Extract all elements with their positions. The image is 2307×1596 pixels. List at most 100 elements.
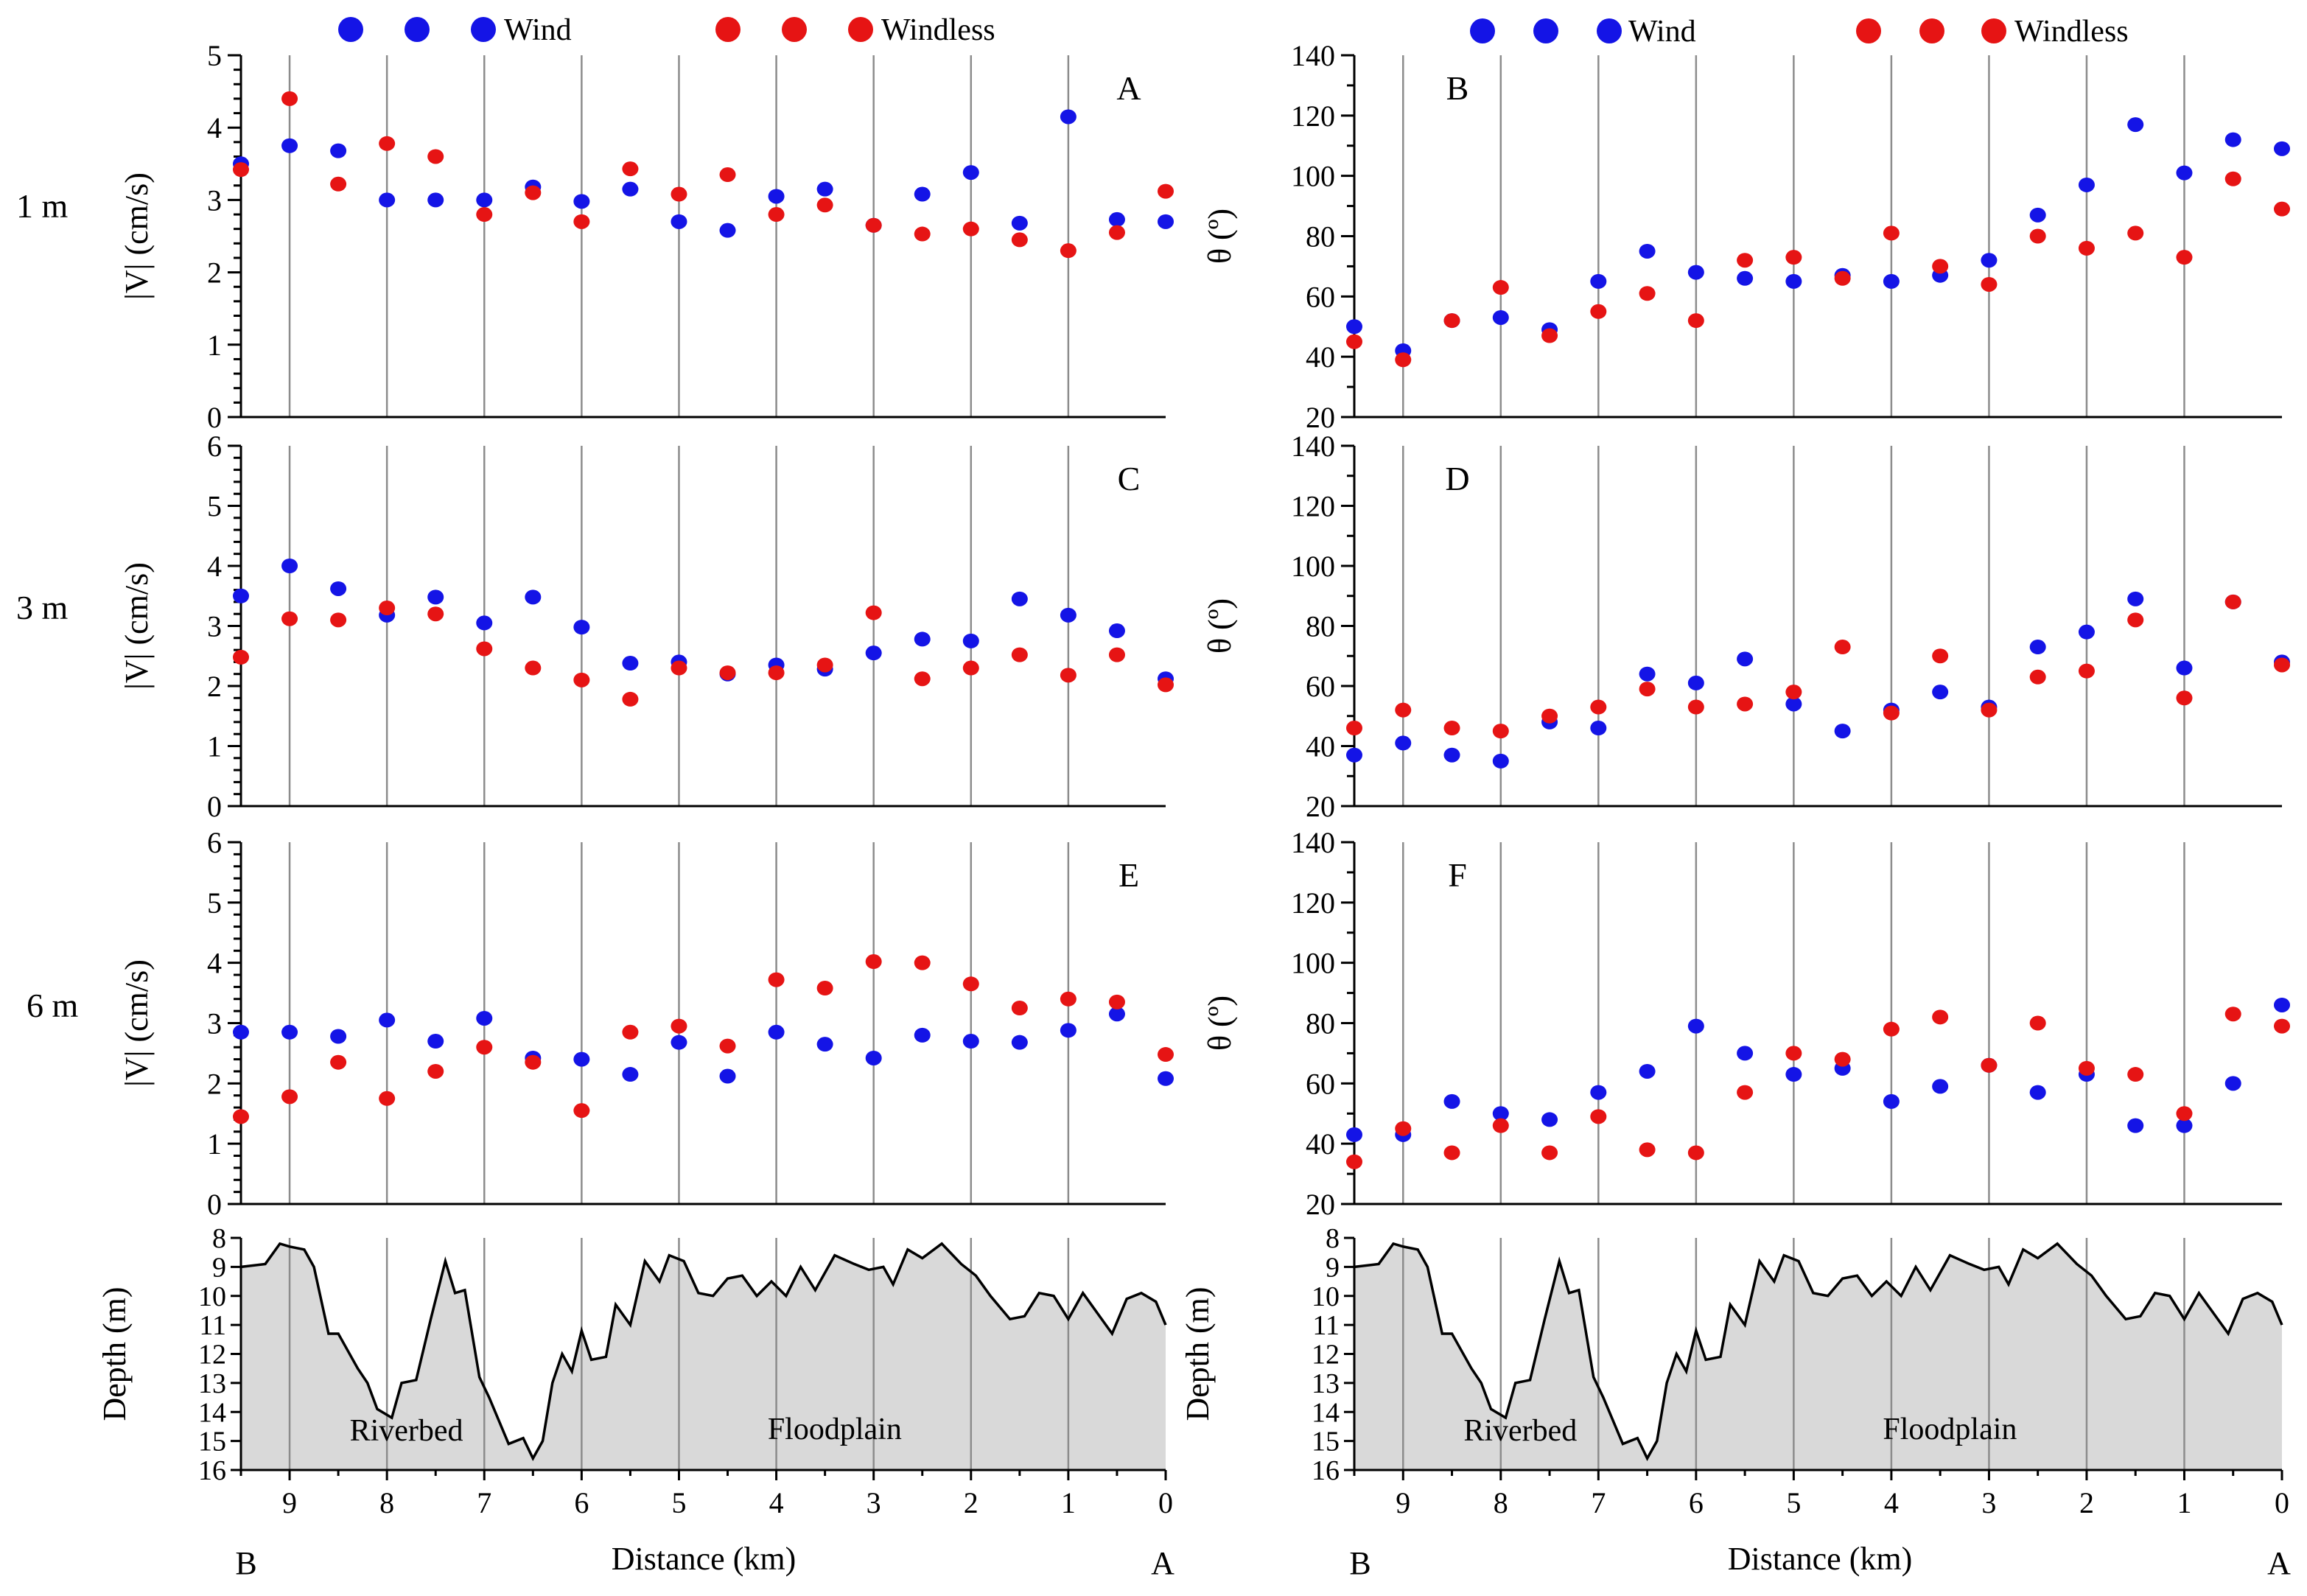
point-wind [1590,721,1607,736]
point-windless [1687,699,1704,715]
point-wind [1687,675,1704,690]
x-tick-label: 2 [964,1486,979,1519]
point-windless [476,641,493,657]
x-tick-label: 4 [769,1486,784,1519]
x-axis-label-right: Distance (km) [1728,1541,1912,1577]
point-wind [233,588,249,603]
point-wind [330,143,347,158]
y-tick-label: 60 [1306,280,1335,313]
y-tick-label: 140 [1291,826,1335,859]
point-windless [962,221,979,237]
y-tick-label: 120 [1291,99,1335,133]
panel-C: 0 1 2 3 4 5 6 |V| (cm/s) C [119,430,1174,823]
y-tick-label: 100 [1291,160,1335,193]
point-windless [2078,240,2095,256]
point-wind [1687,1018,1704,1034]
point-wind [719,1068,736,1084]
point-windless [281,1089,298,1105]
y-tick-label: 40 [1306,1127,1335,1161]
point-windless [962,660,979,676]
end-label-b-right: B [1349,1545,1370,1581]
point-windless [671,1018,687,1034]
point-wind [1639,666,1656,682]
point-wind [476,192,493,208]
point-windless [1060,668,1077,683]
region-label-riverbed: Riverbed [350,1414,463,1448]
point-windless [2029,228,2046,244]
y-tick-label: 4 [207,550,222,583]
point-windless [865,217,882,233]
point-windless [1492,1118,1509,1133]
point-wind [1443,747,1460,763]
x-tick-label: 4 [1884,1486,1899,1519]
y-tick-label: 20 [1306,1188,1335,1221]
y-tick-label: 0 [207,401,222,434]
point-wind [962,633,979,648]
y-tick-label: 9 [212,1252,226,1283]
point-windless [427,149,444,164]
legend-wind-marker [405,17,430,42]
point-wind [2078,177,2095,192]
point-windless [671,186,687,202]
point-wind [1492,309,1509,325]
point-wind [1639,1063,1656,1079]
point-wind [281,138,298,153]
x-tick-label: 0 [1158,1486,1173,1519]
y-tick-label: 4 [207,947,222,980]
point-windless [622,1024,639,1040]
x-tick-label: 8 [379,1486,394,1519]
point-windless [330,176,347,192]
point-wind [379,192,396,208]
point-windless [816,657,833,673]
point-windless [1346,334,1362,349]
point-wind [816,1037,833,1052]
point-windless [1834,1051,1851,1067]
point-wind [1834,724,1851,739]
point-wind [1737,270,1754,286]
x-tick-label: 3 [1981,1486,1996,1519]
point-windless [476,1040,493,1055]
point-windless [476,207,493,223]
legend-windless-marker [1981,18,2006,43]
point-wind [2274,997,2290,1012]
y-tick-label: 6 [207,430,222,463]
point-windless [1011,232,1028,248]
y-tick-label: 2 [207,256,222,290]
point-wind [816,181,833,197]
point-windless [768,207,785,223]
y-axis-label: θ (º) [1202,209,1238,264]
point-windless [1883,705,1900,721]
y-tick-label: 2 [207,1067,222,1100]
point-windless [1981,276,1998,292]
point-windless [2029,1015,2046,1031]
point-windless [1687,1145,1704,1161]
legend-windless-marker [715,17,741,42]
point-wind [2224,1076,2241,1091]
point-windless [525,660,542,676]
depth-area [1354,1243,2282,1470]
region-label-floodplain: Floodplain [768,1413,902,1446]
legend-wind-marker [1470,18,1495,43]
point-wind [671,214,687,229]
point-windless [719,1038,736,1054]
y-tick-label: 20 [1306,401,1335,434]
y-tick-label: 13 [198,1368,226,1399]
point-windless [2127,612,2144,628]
point-wind [1060,109,1077,125]
point-wind [1346,1127,1362,1142]
panel-label: B [1446,69,1469,107]
y-tick-label: 5 [207,39,222,72]
region-label-floodplain: Floodplain [1883,1413,2017,1446]
y-tick-label: 16 [198,1455,226,1486]
point-wind [427,589,444,605]
point-windless [233,649,249,665]
point-windless [427,1063,444,1079]
panel-label: D [1445,460,1469,497]
point-windless [1541,1145,1558,1161]
point-wind [330,1029,347,1044]
point-windless [1443,721,1460,736]
y-axis-label: θ (º) [1202,598,1238,654]
point-windless [2078,663,2095,679]
point-windless [1492,280,1509,295]
